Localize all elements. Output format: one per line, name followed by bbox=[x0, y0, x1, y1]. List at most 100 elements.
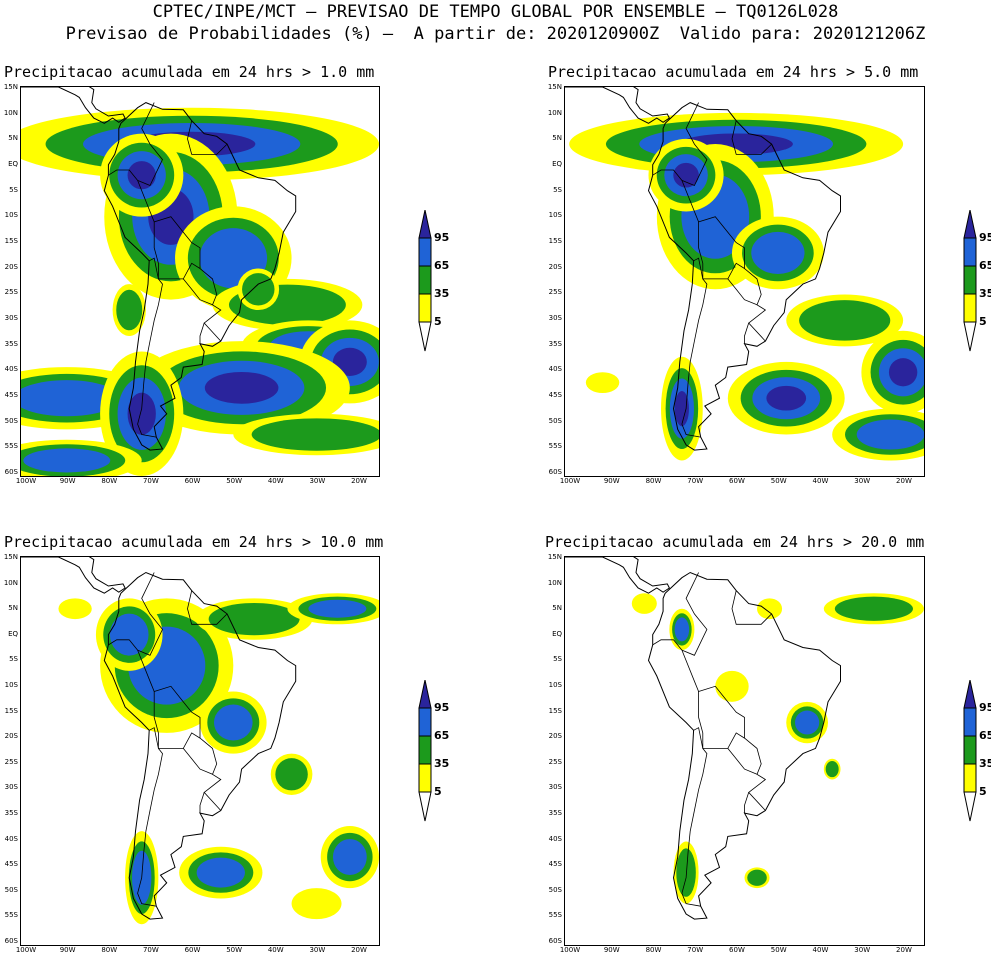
colorbar-level-label: 95 bbox=[434, 701, 450, 714]
country-border bbox=[199, 322, 205, 344]
country-border bbox=[698, 221, 745, 280]
colorbar-4: 95 65 35 5 bbox=[963, 680, 991, 822]
lon-label: 100W bbox=[15, 946, 37, 954]
colorbar-3: 95 65 35 5 bbox=[418, 680, 449, 822]
map-canvas bbox=[21, 557, 379, 925]
country-border bbox=[727, 278, 758, 306]
lon-label: 40W bbox=[812, 946, 829, 954]
lat-label: 5N bbox=[8, 604, 18, 613]
colorbar-level-label: 35 bbox=[979, 287, 991, 300]
lat-label: 25S bbox=[548, 288, 562, 297]
lat-label: 50S bbox=[548, 416, 562, 425]
lat-label: 20S bbox=[548, 262, 562, 271]
lon-label: 20W bbox=[351, 946, 367, 954]
country-border bbox=[731, 590, 772, 625]
country-border bbox=[187, 120, 228, 155]
colorbar-level-label: 5 bbox=[434, 315, 442, 328]
lat-label: 45S bbox=[4, 860, 18, 869]
lon-label: 40W bbox=[267, 946, 284, 954]
country-border bbox=[182, 748, 213, 775]
coastline bbox=[103, 102, 297, 451]
lat-label: 5N bbox=[552, 604, 562, 613]
lat-label: 10N bbox=[3, 108, 18, 117]
lat-label: 25S bbox=[4, 288, 18, 297]
colorbar-level-label: 65 bbox=[979, 729, 991, 742]
lat-label: 60S bbox=[4, 937, 18, 945]
map-panel-2 bbox=[564, 86, 925, 477]
coastline bbox=[21, 87, 126, 124]
country-border bbox=[681, 572, 708, 656]
country-border bbox=[137, 102, 163, 187]
lon-label: 40W bbox=[812, 477, 829, 485]
lat-label: 10S bbox=[4, 211, 18, 220]
lat-label: 5S bbox=[553, 185, 562, 194]
lat-label: 45S bbox=[548, 391, 562, 399]
header-title: CPTEC/INPE/MCT – PREVISAO DE TEMPO GLOBA… bbox=[152, 2, 839, 22]
lat-label: 10N bbox=[3, 578, 18, 587]
colorbar-level-label: 95 bbox=[979, 231, 991, 244]
lon-label: 20W bbox=[896, 477, 912, 485]
lon-label: 90W bbox=[59, 946, 76, 954]
country-border bbox=[137, 727, 163, 907]
country-border bbox=[108, 639, 138, 651]
header-subtitle: Previsao de Probabilidades (%) – A parti… bbox=[65, 24, 926, 44]
colorbar-level-label: 5 bbox=[979, 785, 987, 798]
lat-label: 40S bbox=[4, 365, 18, 374]
lon-label: 80W bbox=[645, 477, 662, 485]
lat-label: 25S bbox=[548, 757, 562, 766]
lon-label: 60W bbox=[184, 477, 201, 485]
lat-label: 55S bbox=[548, 911, 562, 920]
lon-label: 50W bbox=[226, 477, 243, 485]
country-border bbox=[731, 120, 772, 155]
lat-label: EQ bbox=[552, 629, 562, 638]
country-border bbox=[744, 792, 750, 814]
lat-label: 50S bbox=[4, 416, 18, 425]
country-border bbox=[137, 257, 163, 438]
lat-label: 15S bbox=[4, 237, 18, 245]
lat-label: 50S bbox=[548, 885, 562, 894]
lat-label: 35S bbox=[4, 339, 18, 348]
lat-label: 15N bbox=[547, 553, 562, 561]
map-canvas bbox=[21, 87, 379, 476]
lon-label: 70W bbox=[687, 477, 704, 485]
lat-label: 10S bbox=[4, 681, 18, 689]
colorbar-level-label: 5 bbox=[979, 315, 987, 328]
lat-label: 5S bbox=[9, 655, 18, 664]
country-border bbox=[137, 572, 163, 656]
lat-label: 15N bbox=[3, 553, 18, 561]
colorbar-level-label: 95 bbox=[434, 231, 450, 244]
lon-label: 50W bbox=[226, 946, 243, 954]
country-border bbox=[681, 649, 767, 811]
lat-label: 30S bbox=[548, 783, 562, 792]
lat-label: 15S bbox=[4, 706, 18, 715]
lat-label: 60S bbox=[548, 937, 562, 945]
country-border bbox=[744, 322, 750, 344]
country-border bbox=[108, 169, 138, 181]
lon-label: 20W bbox=[351, 477, 367, 485]
colorbar-level-label: 65 bbox=[434, 259, 450, 272]
map-canvas bbox=[565, 87, 924, 461]
country-border bbox=[681, 180, 767, 342]
colorbar-level-label: 95 bbox=[979, 701, 991, 714]
lat-label: 35S bbox=[548, 809, 562, 817]
lat-label: 40S bbox=[548, 365, 562, 374]
lon-label: 100W bbox=[559, 477, 581, 485]
lat-label: 35S bbox=[548, 339, 562, 348]
country-border bbox=[698, 691, 745, 749]
coastline bbox=[565, 87, 671, 124]
country-border bbox=[182, 278, 213, 306]
coastline bbox=[565, 557, 671, 594]
lon-label: 30W bbox=[309, 946, 326, 954]
lat-label: 40S bbox=[548, 834, 562, 843]
country-border bbox=[681, 102, 708, 187]
lat-label: 25S bbox=[4, 757, 18, 766]
panel-1-title: Precipitacao acumulada em 24 hrs > 1.0 m… bbox=[4, 63, 375, 81]
country-border bbox=[199, 792, 205, 814]
lat-label: 60S bbox=[548, 468, 562, 476]
lat-label: EQ bbox=[8, 629, 18, 638]
lat-label: 5N bbox=[552, 134, 562, 143]
lat-label: 20S bbox=[548, 732, 562, 741]
lat-label: 15N bbox=[3, 83, 18, 91]
country-border bbox=[681, 257, 708, 438]
lat-label: 10S bbox=[548, 211, 562, 220]
